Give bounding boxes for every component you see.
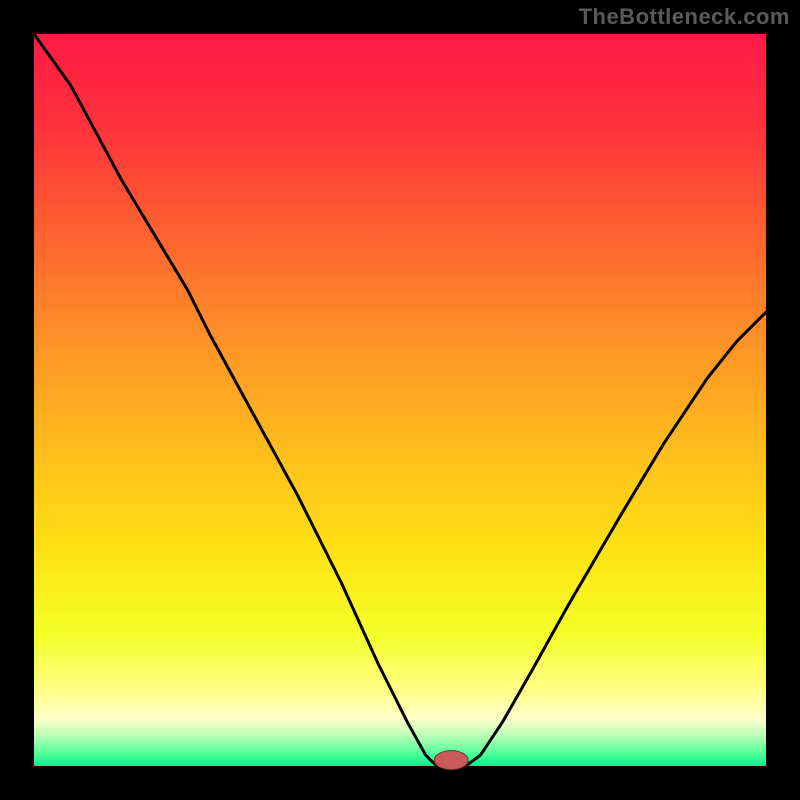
attribution-text: TheBottleneck.com: [579, 4, 790, 30]
optimal-marker: [434, 751, 468, 770]
chart-container: TheBottleneck.com: [0, 0, 800, 800]
plot-area: [34, 34, 766, 766]
chart-svg: [0, 0, 800, 800]
